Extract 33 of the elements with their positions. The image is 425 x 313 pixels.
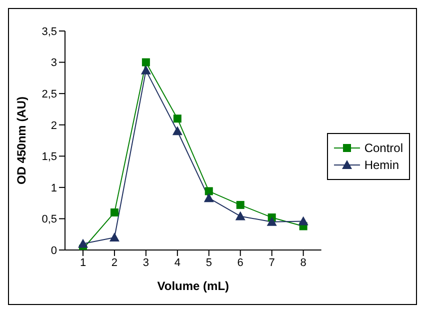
x-tick-label: 1 (80, 256, 86, 269)
y-tick-label: 3 (50, 57, 57, 70)
x-tick-label: 7 (268, 256, 275, 269)
y-tick-label: 1,5 (42, 151, 57, 164)
point (140, 65, 151, 74)
x-tick-label: 3 (142, 256, 150, 269)
x-tick-label: 5 (206, 256, 212, 269)
point (173, 114, 182, 123)
x-axis-title: Volume (mL) (157, 279, 230, 293)
point (204, 193, 214, 202)
x-tick-label: 4 (174, 256, 180, 269)
y-tick-label: 2 (50, 120, 57, 132)
x-tick-label: 8 (300, 256, 306, 269)
point (172, 126, 182, 136)
y-axis-title: OD 450nm (AU) (14, 96, 28, 185)
y-tick-label: 1 (50, 182, 57, 194)
y-tick-label: 3,5 (42, 26, 57, 38)
point (109, 232, 120, 242)
legend-label: Control (364, 141, 403, 155)
point (142, 58, 150, 66)
legend-label: Hemin (364, 158, 399, 172)
x-tick-label: 6 (237, 256, 244, 269)
point (298, 216, 308, 226)
y-tick-label: 0 (50, 244, 57, 257)
point (235, 211, 246, 220)
point (204, 187, 213, 196)
point (110, 208, 118, 216)
point (78, 238, 88, 248)
point (236, 200, 244, 209)
point (266, 216, 277, 226)
y-tick-label: 0,5 (42, 214, 57, 226)
x-tick-label: 2 (111, 256, 118, 269)
y-tick-label: 2,5 (42, 88, 57, 100)
